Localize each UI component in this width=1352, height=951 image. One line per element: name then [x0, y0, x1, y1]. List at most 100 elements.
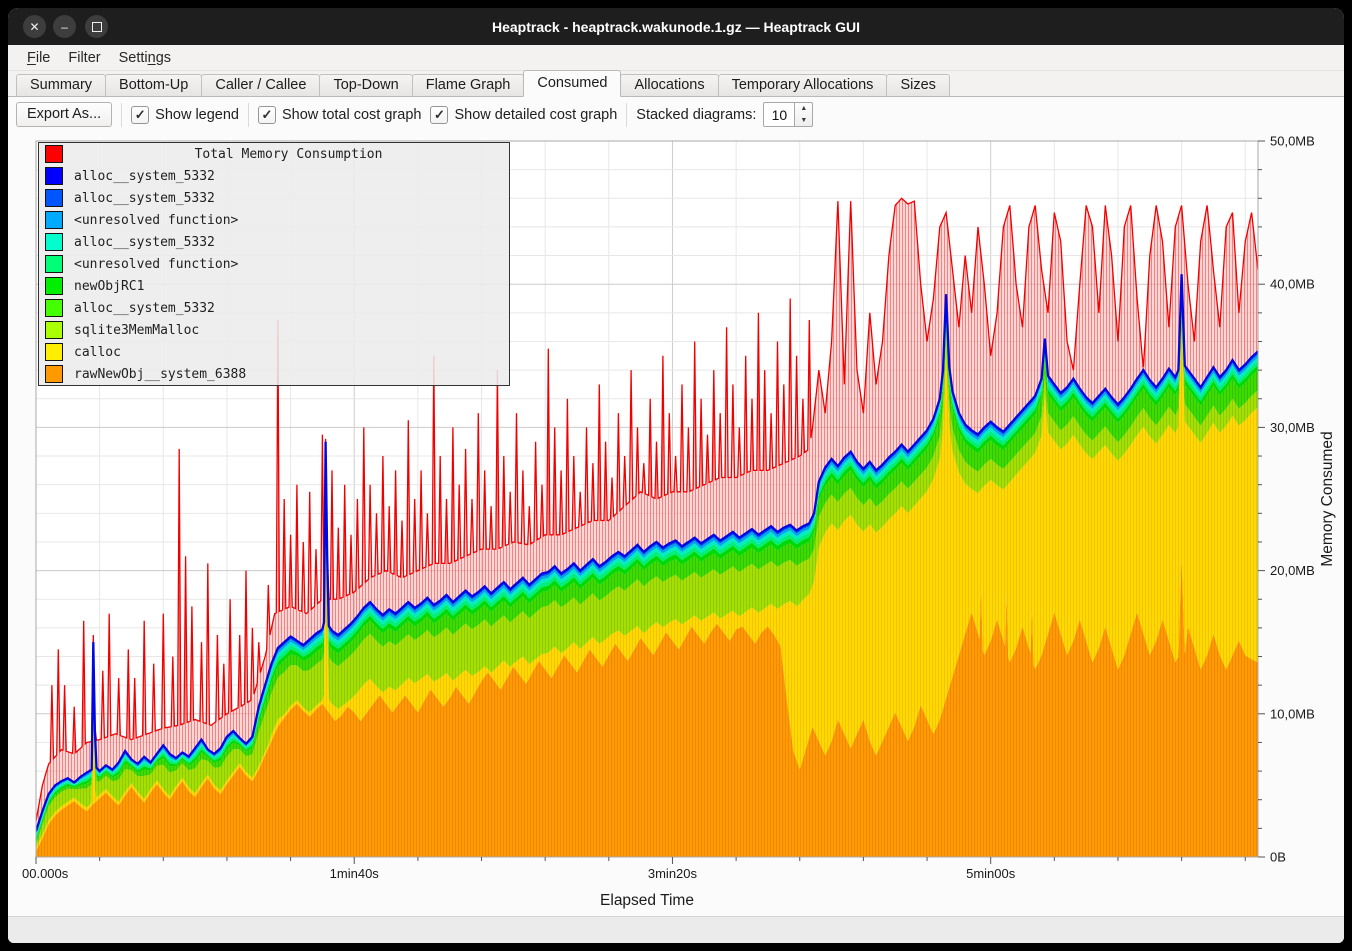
chevron-down-icon: ▼ [800, 116, 808, 124]
y-tick-label: 20,0MB [1270, 563, 1315, 578]
spinbox-down-button[interactable]: ▼ [795, 115, 812, 127]
menu-item-file[interactable]: File [27, 49, 51, 66]
checkbox-show-legend[interactable]: ✓ Show legend [131, 105, 239, 124]
legend-label: alloc__system_5332 [74, 168, 215, 184]
legend-item: newObjRC1 [39, 275, 509, 297]
legend-item: alloc__system_5332 [39, 187, 509, 209]
export-as-button[interactable]: Export As... [16, 102, 113, 127]
stacked-diagrams-label: Stacked diagrams: [636, 106, 757, 123]
series-alloc-green [36, 292, 1258, 845]
checkbox-group: ✓ Show legend ✓ Show total cost graph ✓ Show … [131, 102, 618, 127]
legend-item: calloc [39, 341, 509, 363]
tab-summary[interactable]: Summary [16, 74, 107, 96]
toolbar: Export As... ✓ Show legend ✓ Show total cos… [8, 97, 1344, 132]
spinbox-value[interactable]: 10 [763, 102, 796, 127]
legend-label: newObjRC1 [74, 278, 145, 294]
legend-swatch-icon [45, 145, 63, 163]
series-rawnewobj [36, 556, 1258, 857]
legend-label: alloc__system_5332 [74, 234, 215, 250]
legend-swatch-icon [45, 233, 63, 251]
checkbox-show-total-cost-graph[interactable]: ✓ Show total cost graph [258, 105, 422, 124]
menu-item-settings[interactable]: Settings [118, 49, 172, 66]
y-axis-title: Memory Consumed [1319, 431, 1336, 566]
series-unresolved-function [36, 283, 1258, 840]
checkbox-box[interactable]: ✓ [131, 105, 150, 124]
legend-label: Total Memory Consumption [194, 146, 383, 162]
window-title: Heaptrack - heaptrack.wakunode.1.gz — He… [491, 18, 860, 35]
menubar: File Filter Settings [8, 45, 1344, 71]
series-total-fill [36, 198, 1258, 832]
spinbox-up-button[interactable]: ▲ [795, 103, 812, 115]
series-calloc [36, 330, 1258, 852]
legend-swatch-icon [45, 167, 63, 185]
legend-item: rawNewObj__system_6388 [39, 363, 509, 385]
maximize-button[interactable] [85, 15, 108, 38]
menu-item-filter[interactable]: Filter [68, 49, 101, 66]
legend-swatch-icon [45, 277, 63, 295]
memory-consumption-chart[interactable]: 00.000s 1min40s 3min20s 5min00s 0B 10,0MB 20,0… [8, 130, 1344, 916]
legend-label: calloc [74, 344, 121, 360]
series-newobjrc1 [36, 287, 1258, 844]
legend-title-row: Total Memory Consumption [39, 143, 509, 165]
checkbox-label: Show legend [155, 106, 239, 123]
tab-bar: Summary Bottom-Up Caller / Callee Top-Down F… [8, 70, 1344, 97]
legend-label: rawNewObj__system_6388 [74, 366, 247, 382]
y-tick-label: 0B [1270, 850, 1286, 865]
legend-item: <unresolved function> [39, 209, 509, 231]
checkbox-box[interactable]: ✓ [258, 105, 276, 124]
tab-temporary-allocations[interactable]: Temporary Allocations [717, 74, 888, 96]
series-stack-top-line [36, 274, 1258, 832]
y-tick-label: 10,0MB [1270, 706, 1315, 721]
tab-sizes[interactable]: Sizes [886, 74, 950, 96]
titlebar: ✕ – Heaptrack - heaptrack.wakunode.1.gz … [8, 8, 1344, 45]
legend-swatch-icon [45, 299, 63, 317]
x-tick-label: 5min00s [966, 866, 1016, 881]
spinbox-arrows: ▲ ▼ [795, 102, 814, 127]
checkbox-box[interactable]: ✓ [430, 105, 449, 124]
legend-label: alloc__system_5332 [74, 190, 215, 206]
toolbar-separator [121, 102, 123, 127]
tab-flame-graph[interactable]: Flame Graph [411, 74, 525, 96]
close-icon: ✕ [29, 19, 40, 34]
stacked-diagrams-control: Stacked diagrams: 10 ▲ ▼ [636, 102, 814, 127]
app-window: ✕ – Heaptrack - heaptrack.wakunode.1.gz … [8, 8, 1344, 943]
minimize-button[interactable]: – [53, 15, 76, 38]
tab-allocations[interactable]: Allocations [620, 74, 719, 96]
toolbar-separator [248, 102, 249, 127]
x-tick-label: 1min40s [330, 866, 380, 881]
checkbox-label: Show detailed cost graph [454, 106, 618, 123]
checkbox-show-detailed-cost-graph[interactable]: ✓ Show detailed cost graph [430, 105, 618, 124]
axes: 00.000s 1min40s 3min20s 5min00s 0B 10,0MB 20,0… [22, 134, 1315, 882]
tab-caller-callee[interactable]: Caller / Callee [201, 74, 321, 96]
tab-consumed[interactable]: Consumed [523, 70, 622, 97]
plot-border [35, 140, 1259, 858]
legend-swatch-icon [45, 365, 63, 383]
y-tick-label: 30,0MB [1270, 420, 1315, 435]
chart-legend: Total Memory Consumption alloc__system_53… [38, 142, 510, 386]
legend-swatch-icon [45, 211, 63, 229]
chart-area: 00.000s 1min40s 3min20s 5min00s 0B 10,0MB 20,0… [8, 130, 1344, 916]
close-button[interactable]: ✕ [23, 15, 46, 38]
legend-label: <unresolved function> [74, 256, 239, 272]
chevron-up-icon: ▲ [800, 105, 808, 113]
legend-item: alloc__system_5332 [39, 297, 509, 319]
minimize-icon: – [61, 19, 68, 34]
stacked-diagrams-spinbox[interactable]: 10 ▲ ▼ [763, 102, 814, 127]
legend-item: alloc__system_5332 [39, 231, 509, 253]
y-tick-label: 50,0MB [1270, 134, 1315, 149]
legend-swatch-icon [45, 343, 63, 361]
legend-item: alloc__system_5332 [39, 165, 509, 187]
legend-item: <unresolved function> [39, 253, 509, 275]
legend-swatch-icon [45, 255, 63, 273]
tab-top-down[interactable]: Top-Down [319, 74, 413, 96]
checkbox-label: Show total cost graph [282, 106, 422, 123]
x-tick-label: 00.000s [22, 866, 69, 881]
legend-label: alloc__system_5332 [74, 300, 215, 316]
maximize-icon [91, 21, 102, 32]
legend-label: <unresolved function> [74, 212, 239, 228]
legend-label: sqlite3MemMalloc [74, 322, 200, 338]
toolbar-separator [626, 102, 628, 127]
plot-series [36, 197, 1258, 857]
y-tick-label: 40,0MB [1270, 277, 1315, 292]
tab-bottom-up[interactable]: Bottom-Up [105, 74, 203, 96]
